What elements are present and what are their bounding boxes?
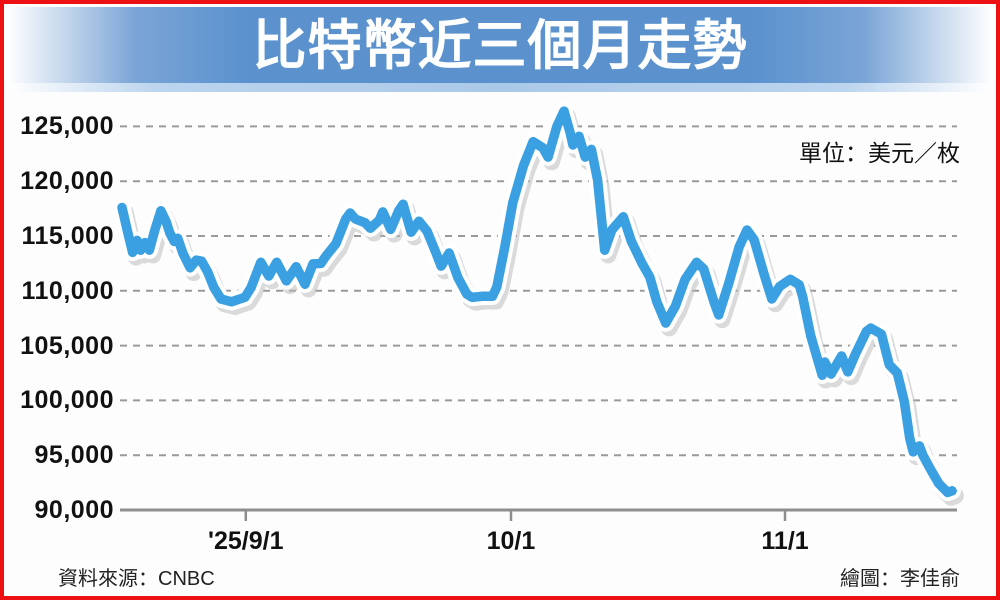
title-banner: 比特幣近三個月走勢 bbox=[7, 7, 993, 92]
y-axis-tick-label: 90,000 bbox=[34, 496, 114, 524]
x-axis-tick-label: 10/1 bbox=[486, 527, 536, 555]
credit-label: 繪圖：李佳俞 bbox=[840, 568, 960, 590]
y-axis-tick-label: 95,000 bbox=[34, 441, 114, 470]
title-banner-bg: 比特幣近三個月走勢 bbox=[7, 7, 993, 83]
y-axis-tick-label: 125,000 bbox=[20, 112, 114, 141]
chart-title: 比特幣近三個月走勢 bbox=[252, 16, 748, 76]
title-banner-strip bbox=[7, 83, 993, 92]
x-axis-tick-label: '25/9/1 bbox=[208, 527, 284, 555]
y-axis-tick-label: 100,000 bbox=[20, 386, 114, 415]
y-axis-tick-label: 110,000 bbox=[21, 276, 114, 305]
y-axis-tick-label: 120,000 bbox=[20, 167, 114, 196]
x-axis-tick-label: 11/1 bbox=[761, 527, 809, 555]
y-axis-tick-label: 115,000 bbox=[21, 222, 114, 250]
price-line bbox=[117, 106, 957, 498]
unit-label: 單位：美元／枚 bbox=[799, 140, 960, 166]
y-axis-tick-label: 105,000 bbox=[20, 331, 114, 360]
price-line-shadow bbox=[117, 107, 964, 506]
source-label: 資料來源：CNBC bbox=[58, 568, 215, 590]
